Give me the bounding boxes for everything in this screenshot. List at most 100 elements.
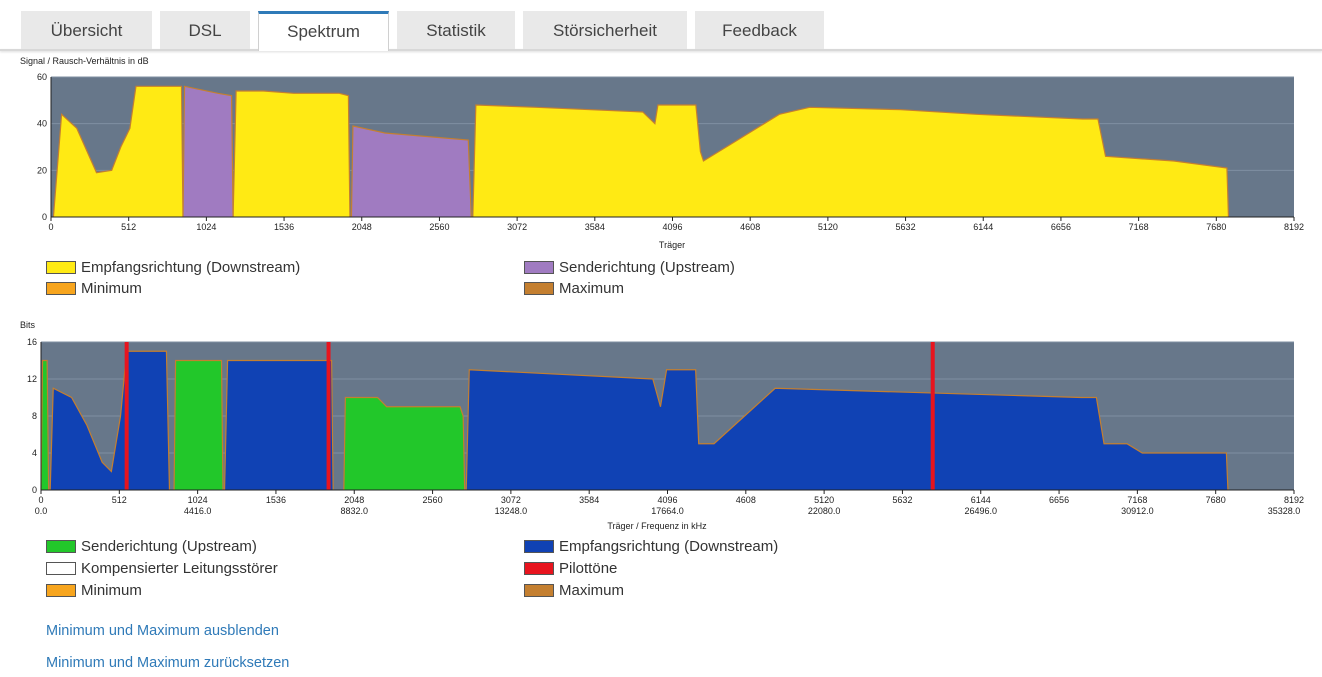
- x-tick-label: 2560: [423, 495, 443, 505]
- x-tick-label: 7680: [1206, 222, 1226, 232]
- freq-tick-label: 22080.0: [808, 506, 841, 516]
- y-tick-label: 4: [32, 448, 37, 458]
- legend-item-upstream: Senderichtung (Upstream): [46, 537, 257, 557]
- x-tick-label: 3072: [507, 222, 527, 232]
- snr-chart: Signal / Rausch-Verhältnis in dB 0 20 40 60…: [20, 56, 1304, 250]
- x-tick-label: 8192: [1284, 222, 1304, 232]
- max-line: [232, 90, 351, 218]
- bits-chart: Bits 0 4 8 12 16 0 512 1024 1536 2048 2560 3072 3584…: [20, 320, 1304, 531]
- reset-minmax-link[interactable]: Minimum und Maximum zurücksetzen: [46, 655, 290, 671]
- x-tick-label: 1024: [188, 495, 208, 505]
- legend-label: Maximum: [559, 582, 625, 599]
- downstream-area: [233, 91, 350, 217]
- maximum-swatch: [524, 282, 554, 295]
- tab-interference[interactable]: Störsicherheit: [523, 11, 687, 49]
- freq-tick-label: 35328.0: [1268, 506, 1301, 516]
- max-line: [52, 85, 184, 218]
- x-tick-label: 3072: [501, 495, 521, 505]
- pilot-tone: [326, 342, 331, 490]
- x-tick-label: 3584: [585, 222, 605, 232]
- x-tick-label: 5120: [814, 495, 834, 505]
- legend-item-upstream: Senderichtung (Upstream): [524, 258, 735, 278]
- bits-axes: 0 4 8 12 16 0 512 1024 1536 2048 2560 3072 3584 4096 4…: [27, 337, 1304, 516]
- minimum-swatch: [46, 282, 76, 295]
- bits-chart-xlabel: Träger / Frequenz in kHz: [607, 521, 707, 531]
- x-tick-label: 1536: [274, 222, 294, 232]
- tab-bar-baseline: [0, 49, 1322, 51]
- downstream-area: [50, 351, 170, 490]
- upstream-area: [183, 86, 234, 217]
- x-tick-label: 6656: [1051, 222, 1071, 232]
- x-tick-label: 2048: [352, 222, 372, 232]
- legend-item-compensated: Kompensierter Leitungsstörer: [46, 559, 278, 579]
- tab-spectrum[interactable]: Spektrum: [258, 11, 389, 51]
- y-tick-label: 20: [37, 165, 47, 175]
- freq-tick-label: 4416.0: [184, 506, 212, 516]
- max-line: [465, 369, 1229, 491]
- bits-pilot-tones: [124, 342, 935, 490]
- legend-label: Maximum: [559, 280, 625, 297]
- downstream-area: [472, 105, 1229, 217]
- x-tick-label: 7168: [1127, 495, 1147, 505]
- max-line: [343, 396, 466, 491]
- x-tick-label: 1536: [266, 495, 286, 505]
- legend-item-minimum: Minimum: [46, 581, 142, 601]
- bits-legend: Senderichtung (Upstream) Empfangsrichtun…: [46, 537, 946, 601]
- legend-label: Kompensierter Leitungsstörer: [81, 560, 278, 577]
- tab-dsl[interactable]: DSL: [160, 11, 250, 49]
- bits-series: [40, 350, 1229, 491]
- downstream-area: [466, 369, 1228, 490]
- legend-label: Minimum: [81, 280, 142, 297]
- y-tick-label: 8: [32, 411, 37, 421]
- x-tick-label: 3584: [579, 495, 599, 505]
- maximum-swatch: [524, 584, 554, 597]
- upstream-area: [174, 360, 224, 490]
- tab-bar: Übersicht DSL Spektrum Statistik Störsic…: [0, 0, 1322, 52]
- max-line: [472, 104, 1230, 218]
- pilot-tone: [124, 342, 129, 490]
- freq-tick-label: 17664.0: [651, 506, 684, 516]
- upstream-area: [351, 126, 472, 217]
- downstream-swatch: [46, 261, 76, 274]
- x-tick-label: 2048: [344, 495, 364, 505]
- max-line: [49, 350, 171, 491]
- x-tick-label: 2560: [429, 222, 449, 232]
- downstream-area: [224, 360, 334, 490]
- snr-series: [52, 85, 1230, 218]
- max-line: [182, 85, 234, 218]
- snr-legend: Empfangsrichtung (Downstream) Sendericht…: [46, 258, 946, 300]
- max-line: [173, 359, 224, 491]
- y-tick-label: 0: [32, 485, 37, 495]
- y-tick-label: 0: [42, 212, 47, 222]
- max-line: [350, 125, 472, 218]
- legend-label: Senderichtung (Upstream): [559, 259, 735, 276]
- x-tick-label: 4096: [657, 495, 677, 505]
- max-line: [40, 359, 50, 491]
- legend-label: Empfangsrichtung (Downstream): [81, 259, 301, 276]
- x-tick-label: 6656: [1049, 495, 1069, 505]
- freq-tick-label: 30912.0: [1121, 506, 1154, 516]
- x-tick-label: 512: [112, 495, 127, 505]
- snr-axes: 0 20 40 60 0 512 1024 1536 2048 2560 3072 3584 4096 4…: [37, 72, 1304, 232]
- bits-chart-ylabel: Bits: [20, 320, 36, 330]
- hide-minmax-link[interactable]: Minimum und Maximum ausblenden: [46, 623, 279, 639]
- legend-item-minimum: Minimum: [46, 279, 142, 299]
- tab-overview[interactable]: Übersicht: [21, 11, 152, 49]
- tab-statistics[interactable]: Statistik: [397, 11, 515, 49]
- x-tick-label: 4608: [740, 222, 760, 232]
- x-tick-label: 7680: [1206, 495, 1226, 505]
- freq-tick-label: 26496.0: [964, 506, 997, 516]
- max-line: [223, 359, 334, 491]
- snr-chart-xlabel: Träger: [659, 240, 685, 250]
- x-tick-label: 1024: [196, 222, 216, 232]
- upstream-area: [41, 360, 49, 490]
- x-tick-label: 4096: [662, 222, 682, 232]
- x-tick-label: 8192: [1284, 495, 1304, 505]
- tab-feedback[interactable]: Feedback: [695, 11, 824, 49]
- upstream-swatch: [524, 261, 554, 274]
- legend-item-downstream: Empfangsrichtung (Downstream): [524, 537, 778, 557]
- compensated-swatch: [46, 562, 76, 575]
- legend-label: Pilottöne: [559, 560, 618, 577]
- upstream-swatch: [46, 540, 76, 553]
- x-tick-label: 6144: [971, 495, 991, 505]
